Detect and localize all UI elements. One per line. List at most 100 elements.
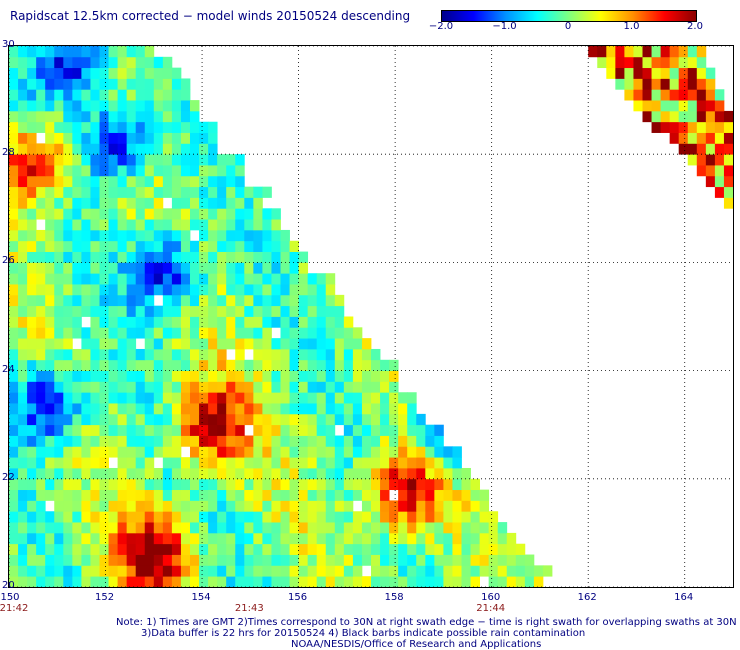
heatmap-cell [117, 186, 128, 198]
heatmap-cell [27, 543, 37, 555]
heatmap-cell [235, 424, 245, 436]
heatmap-cell [90, 294, 100, 307]
heatmap-cell [108, 154, 118, 166]
heatmap-cell [99, 121, 109, 133]
heatmap-cell [117, 554, 128, 566]
heatmap-cell [81, 143, 91, 155]
heatmap-cell [208, 154, 218, 166]
heatmap-cell [280, 467, 290, 480]
heatmap-cell [117, 56, 128, 69]
heatmap-cell [27, 186, 37, 198]
heatmap-cell [9, 100, 19, 112]
heatmap-cell [162, 348, 173, 361]
heatmap-cell [9, 56, 19, 69]
heatmap-cell [389, 532, 399, 545]
heatmap-cell [470, 543, 480, 555]
heatmap-cell [126, 576, 137, 587]
heatmap-cell [18, 294, 28, 307]
latitude-tick-label: 30 [2, 39, 15, 50]
heatmap-cell [99, 327, 109, 339]
heatmap-cell [425, 522, 435, 534]
heatmap-cell [99, 522, 109, 534]
heatmap-cell [262, 186, 272, 198]
heatmap-cell [253, 457, 263, 469]
heatmap-cell [135, 78, 146, 90]
heatmap-cell [99, 511, 109, 523]
heatmap-cell [316, 478, 327, 491]
heatmap-cell [36, 381, 46, 393]
heatmap-cell [144, 381, 155, 393]
heatmap-cell [18, 186, 28, 198]
heatmap-cell [190, 359, 200, 371]
heatmap-cell [63, 110, 73, 123]
heatmap-cell [190, 219, 200, 231]
heatmap-cell [108, 175, 118, 188]
heatmap-cell [18, 100, 28, 112]
heatmap-cell [18, 132, 28, 144]
heatmap-cell [81, 175, 91, 188]
heatmap-cell [117, 359, 128, 371]
heatmap-cell [217, 338, 227, 350]
heatmap-cell [72, 457, 82, 469]
heatmap-cell [298, 305, 309, 317]
heatmap-cell [660, 110, 671, 123]
heatmap-cell [9, 219, 19, 231]
heatmap-cell [90, 240, 100, 252]
heatmap-cell [90, 100, 100, 112]
heatmap-cell [171, 554, 182, 566]
heatmap-cell [262, 457, 272, 469]
note-line-3: NOAA/NESDIS/Office of Research and Appli… [291, 639, 542, 650]
heatmap-cell [126, 273, 137, 285]
heatmap-cell [325, 435, 336, 447]
heatmap-cell [235, 467, 245, 480]
heatmap-cell [217, 219, 227, 231]
heatmap-cell [108, 413, 118, 426]
heatmap-cell [361, 435, 372, 447]
heatmap-cell [180, 403, 191, 415]
heatmap-cell [108, 522, 118, 534]
heatmap-cell [27, 78, 37, 90]
heatmap-cell [316, 348, 327, 361]
heatmap-cell [54, 294, 64, 307]
heatmap-cell [54, 424, 64, 436]
heatmap-cell [45, 554, 55, 566]
heatmap-cell [235, 403, 245, 415]
heatmap-cell [244, 240, 254, 252]
heatmap-cell [280, 381, 290, 393]
heatmap-cell [72, 100, 82, 112]
heatmap-cell [343, 403, 354, 415]
heatmap-cell [171, 359, 182, 371]
heatmap-cell [280, 554, 290, 566]
heatmap-cell [54, 316, 64, 328]
heatmap-cell [190, 413, 200, 426]
heatmap-cell [27, 262, 37, 274]
heatmap-cell [190, 143, 200, 155]
heatmap-cell [63, 381, 73, 393]
heatmap-cell [533, 565, 544, 577]
heatmap-cell [389, 554, 399, 566]
heatmap-cell [81, 457, 91, 469]
heatmap-cell [307, 467, 318, 480]
heatmap-cell [235, 370, 245, 382]
heatmap-cell [190, 478, 200, 491]
heatmap-cell [54, 576, 64, 587]
heatmap-cell [253, 219, 263, 231]
heatmap-cell [217, 348, 227, 361]
heatmap-cell [27, 132, 37, 144]
heatmap-cell [208, 435, 218, 447]
heatmap-cell [72, 522, 82, 534]
heatmap-cell [217, 435, 227, 447]
heatmap-cell [678, 132, 689, 144]
heatmap-cell [470, 522, 480, 534]
heatmap-cell [271, 359, 281, 371]
heatmap-cell [280, 522, 290, 534]
heatmap-cell [515, 543, 526, 555]
heatmap-cell [144, 478, 155, 491]
heatmap-cell [325, 392, 336, 404]
heatmap-cell [280, 348, 290, 361]
heatmap-cell [144, 67, 155, 79]
heatmap-cell [361, 338, 372, 350]
heatmap-cell [325, 381, 336, 393]
heatmap-cell [298, 467, 309, 480]
heatmap-cell [325, 370, 336, 382]
